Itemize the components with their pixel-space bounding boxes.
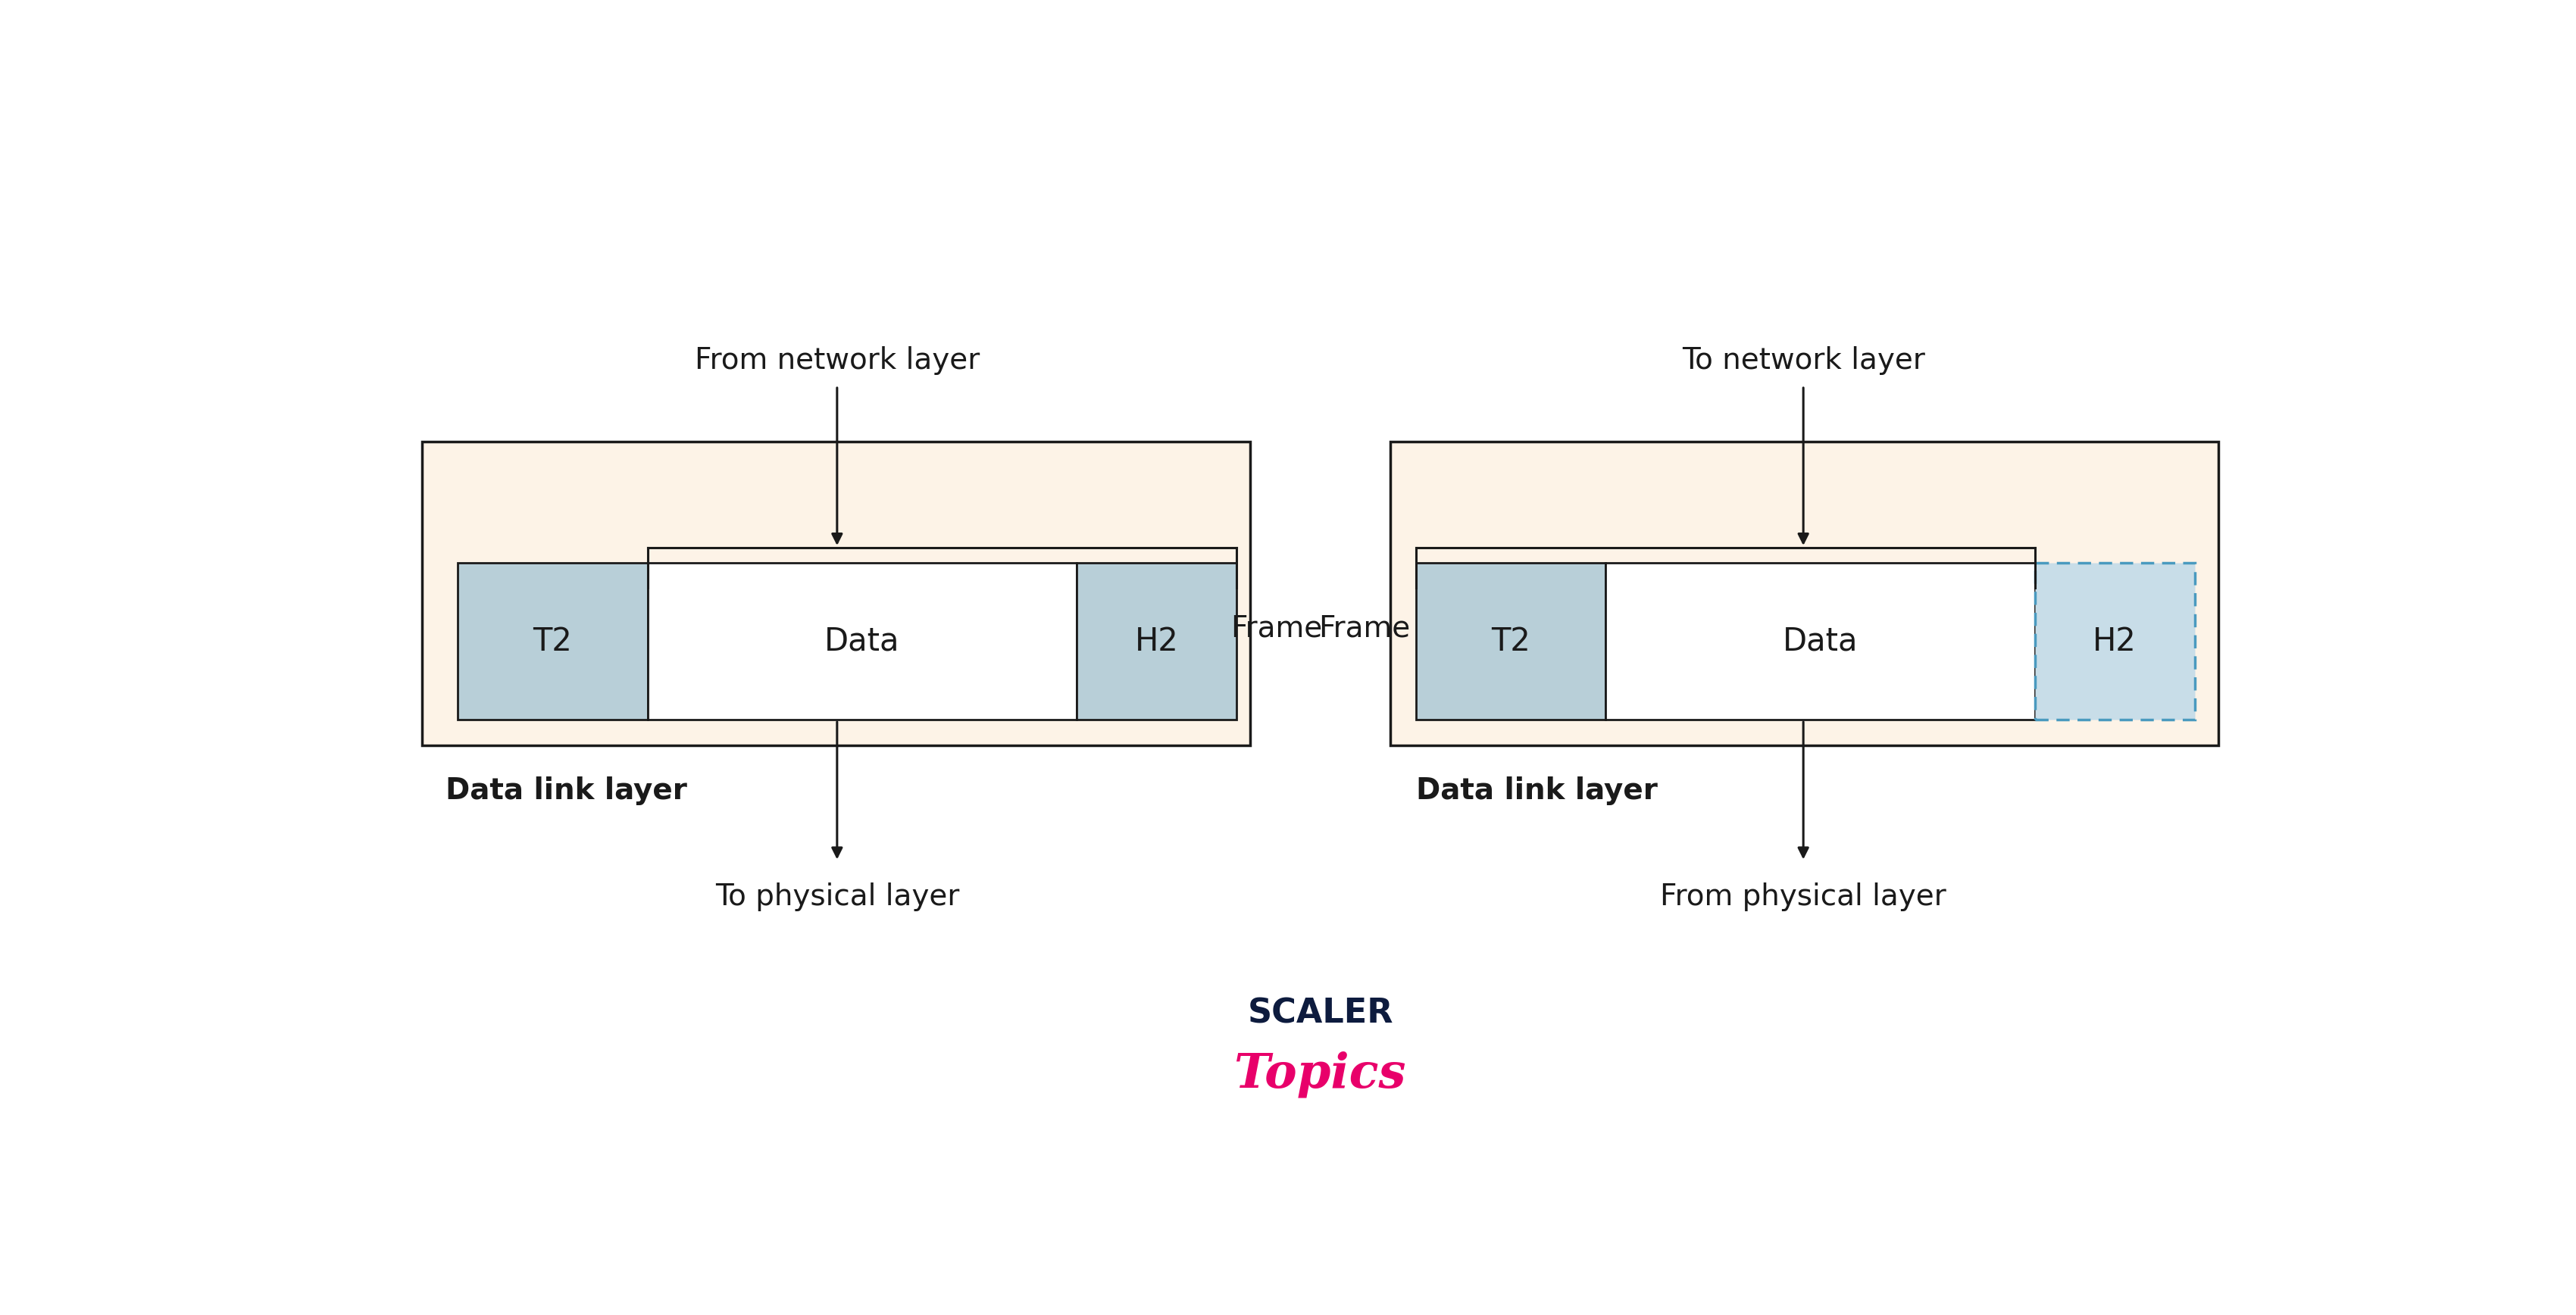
Bar — [1417, 563, 1605, 719]
Text: SCALER: SCALER — [1247, 997, 1394, 1030]
Text: From physical layer: From physical layer — [1659, 882, 1947, 911]
Bar — [422, 442, 1249, 746]
Bar — [647, 563, 1077, 719]
Text: Topics: Topics — [1234, 1051, 1406, 1098]
Text: Data link layer: Data link layer — [446, 776, 688, 805]
Bar — [2035, 563, 2195, 719]
Text: From network layer: From network layer — [696, 346, 979, 375]
Text: To physical layer: To physical layer — [716, 882, 958, 911]
Text: T2: T2 — [533, 626, 572, 658]
Text: H2: H2 — [1133, 626, 1177, 658]
Bar — [1605, 563, 2035, 719]
Text: T2: T2 — [1492, 626, 1530, 658]
Text: Frame: Frame — [1231, 614, 1321, 643]
Bar — [1077, 563, 1236, 719]
Text: Data: Data — [1783, 626, 1857, 658]
Text: Frame: Frame — [1319, 614, 1409, 643]
Text: Data: Data — [824, 626, 899, 658]
Bar — [459, 563, 647, 719]
Text: To network layer: To network layer — [1682, 346, 1924, 375]
Text: H2: H2 — [2092, 626, 2136, 658]
Text: Data link layer: Data link layer — [1417, 776, 1656, 805]
Bar — [1391, 442, 2218, 746]
